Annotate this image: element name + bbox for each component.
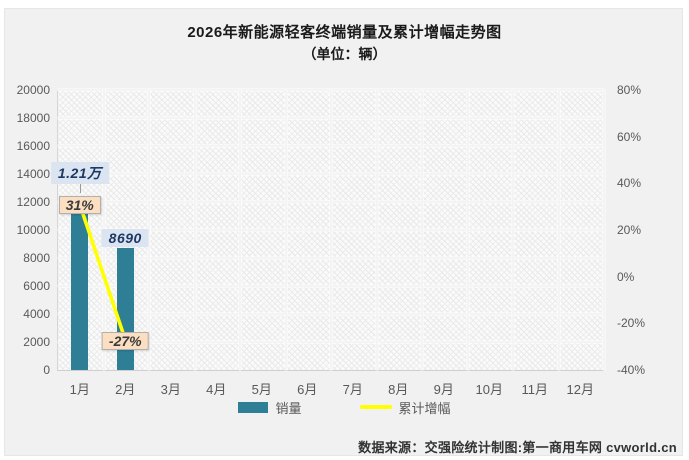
left-axis-tick: 6000 bbox=[23, 279, 50, 293]
right-axis-tick: 20% bbox=[617, 223, 642, 237]
right-axis-tick: 80% bbox=[617, 83, 642, 97]
v-gridline bbox=[239, 90, 241, 370]
x-axis-label: 8月 bbox=[388, 382, 409, 397]
x-axis-label: 1月 bbox=[69, 382, 90, 397]
x-axis-label: 11月 bbox=[521, 382, 549, 397]
x-axis-label: 2月 bbox=[115, 382, 136, 397]
right-axis-tick: 0% bbox=[617, 269, 635, 284]
v-gridline bbox=[512, 90, 514, 370]
sales-data-label: 1.21万 bbox=[50, 162, 109, 185]
chart-title: 2026年新能源轻客终端销量及累计增幅走势图 bbox=[187, 24, 502, 41]
x-axis-label: 10月 bbox=[475, 382, 503, 397]
x-axis-label: 6月 bbox=[297, 382, 318, 397]
plot-area bbox=[57, 89, 605, 371]
legend-item-sales: 销量 bbox=[238, 398, 302, 417]
left-axis-tick: 16000 bbox=[16, 139, 50, 153]
right-axis-tick: 60% bbox=[617, 129, 642, 144]
v-gridline bbox=[603, 90, 605, 370]
v-gridline bbox=[148, 90, 150, 370]
left-axis-tick: 2000 bbox=[23, 335, 50, 349]
right-axis-tick: -40% bbox=[617, 363, 646, 377]
v-gridline bbox=[375, 90, 378, 370]
v-gridline bbox=[330, 90, 332, 370]
x-axis-label: 9月 bbox=[433, 382, 454, 397]
right-axis-tick: 40% bbox=[617, 176, 642, 191]
v-gridline bbox=[421, 90, 423, 370]
chart-subtitle: （单位：辆） bbox=[302, 46, 387, 62]
growth-data-label: -27% bbox=[101, 331, 149, 350]
v-gridline bbox=[466, 90, 469, 370]
legend-item-growth: 累计增幅 bbox=[359, 398, 451, 417]
left-axis-tick: 8000 bbox=[23, 251, 50, 265]
left-axis-tick: 0 bbox=[43, 363, 50, 377]
data-source-text: 数据来源：交强险统计制图:第一商用车网 cvworld.cn bbox=[358, 440, 677, 455]
left-axis-tick: 20000 bbox=[16, 83, 50, 97]
v-gridline bbox=[284, 90, 287, 370]
growth-data-label: 31% bbox=[58, 196, 101, 215]
v-gridline bbox=[193, 90, 196, 370]
sales-data-label: 8690 bbox=[101, 229, 149, 248]
sales-bar-swatch-icon bbox=[238, 401, 269, 413]
v-gridline bbox=[557, 90, 560, 370]
left-axis-tick: 12000 bbox=[16, 195, 50, 209]
x-axis-label: 3月 bbox=[160, 382, 181, 397]
legend-label-growth: 累计增幅 bbox=[398, 400, 451, 416]
x-axis-label: 12月 bbox=[566, 382, 594, 397]
x-axis-label: 7月 bbox=[342, 382, 363, 397]
legend: 销量 累计增幅 bbox=[0, 398, 689, 416]
left-axis-tick: 10000 bbox=[16, 223, 50, 237]
x-axis-label: 5月 bbox=[251, 382, 272, 397]
left-axis-tick: 18000 bbox=[16, 111, 50, 125]
x-axis-label: 4月 bbox=[206, 382, 227, 397]
left-axis-tick: 4000 bbox=[23, 307, 50, 321]
sales-bar bbox=[71, 200, 89, 370]
growth-line bbox=[77, 202, 128, 342]
legend-label-sales: 销量 bbox=[275, 400, 302, 416]
label-leader-line bbox=[79, 184, 81, 194]
growth-line-swatch-icon bbox=[359, 405, 392, 409]
left-axis-tick: 14000 bbox=[16, 167, 50, 181]
right-axis-tick: -20% bbox=[617, 316, 646, 331]
